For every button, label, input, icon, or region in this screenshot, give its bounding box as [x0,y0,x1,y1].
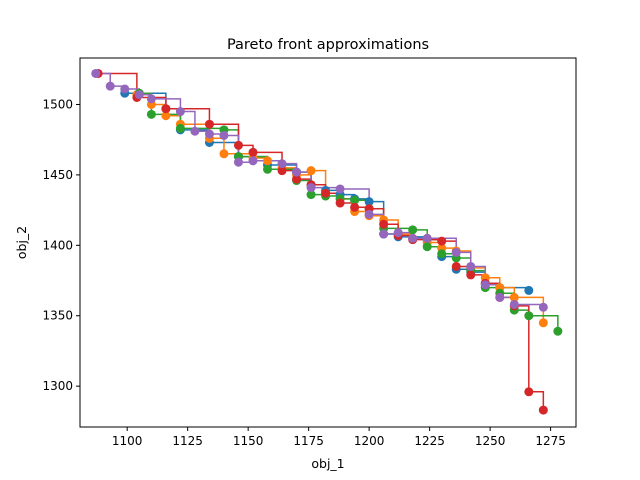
data-point [263,156,273,166]
data-point [321,188,331,198]
data-point [538,318,548,328]
data-point [146,109,156,119]
x-tick-label: 1125 [172,434,203,448]
data-point [422,242,432,252]
data-point [524,387,534,397]
y-tick-label: 1500 [42,97,73,111]
data-point [524,285,534,295]
data-point [146,94,156,104]
series-layer [95,72,559,411]
data-point [91,68,101,78]
data-point [437,249,447,259]
series-line-3 [139,92,559,332]
data-point [495,292,505,302]
markers-layer [91,68,563,415]
data-point [451,247,461,257]
x-tick-label: 1275 [535,434,566,448]
x-tick-label: 1250 [475,434,506,448]
data-point [134,90,144,100]
data-point [451,261,461,271]
chart-title: Pareto front approximations [227,37,429,53]
data-point [175,123,185,133]
data-point [509,299,519,309]
data-point [335,198,345,208]
x-tick-label: 1150 [233,434,264,448]
data-point [277,159,287,169]
data-point [379,229,389,239]
x-axis-label: obj_1 [311,456,344,471]
data-point [335,184,345,194]
x-tick-label: 1200 [354,434,385,448]
data-point [393,228,403,238]
data-point [105,81,115,91]
data-point [538,405,548,415]
data-point [509,292,519,302]
data-point [538,302,548,312]
y-tick-label: 1400 [42,238,73,252]
data-point [248,156,258,166]
data-point [364,197,374,207]
series-line-4 [98,72,545,411]
data-point [466,261,476,271]
data-point [204,119,214,129]
y-tick-label: 1300 [42,379,73,393]
data-point [466,270,476,280]
y-tick-label: 1350 [42,309,73,323]
y-tick-label: 1450 [42,168,73,182]
plot-frame [79,57,577,428]
data-point [350,202,360,212]
y-axis: 1300 1350 1400 1450 1500 [42,97,80,393]
data-point [408,233,418,243]
data-point [277,166,287,176]
data-point [219,149,229,159]
data-point [263,164,273,174]
data-point [175,107,185,117]
data-point [524,311,534,321]
data-point [437,236,447,246]
data-point [350,195,360,205]
data-point [233,157,243,167]
data-point [161,111,171,121]
data-point [364,209,374,219]
data-point [120,84,130,94]
data-point [292,174,302,184]
data-point [408,225,418,235]
data-point [204,129,214,139]
data-point [306,183,316,193]
data-point [248,147,258,157]
data-point [306,166,316,176]
x-tick-label: 1100 [112,434,143,448]
data-point [379,219,389,229]
data-point [219,130,229,140]
y-axis-label: obj_2 [14,226,29,259]
data-point [161,104,171,114]
data-point [553,326,563,336]
data-point [306,190,316,200]
x-tick-label: 1175 [293,434,324,448]
data-point [480,280,490,290]
data-point [233,140,243,150]
data-point [292,167,302,177]
x-axis: 1100 1125 1150 1175 1200 1225 1250 1275 [112,427,566,448]
x-tick-label: 1225 [414,434,445,448]
data-point [422,233,432,243]
data-point [190,126,200,136]
